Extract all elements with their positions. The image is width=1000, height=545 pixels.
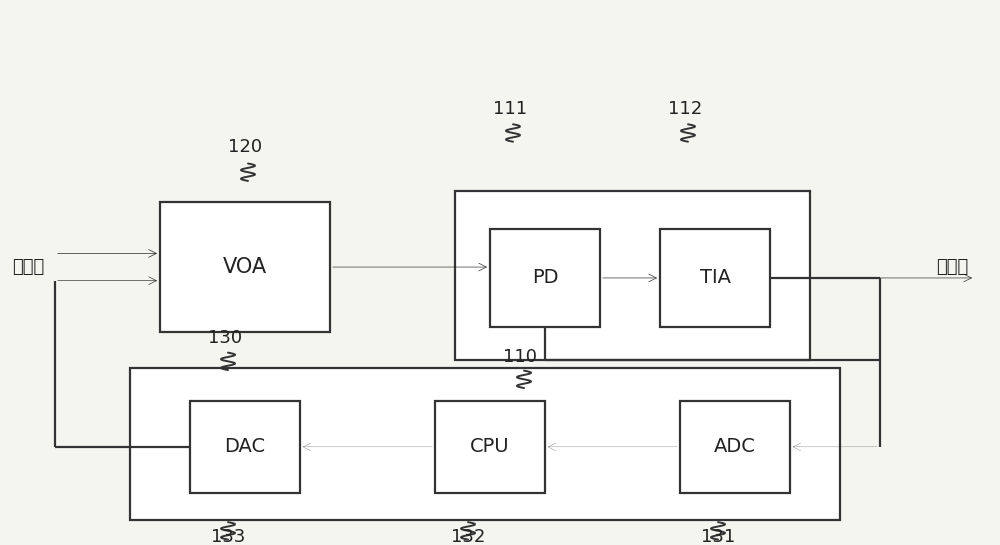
Bar bbox=[490, 229, 600, 327]
Bar bbox=[680, 401, 790, 493]
Text: 132: 132 bbox=[451, 528, 485, 545]
Bar bbox=[190, 401, 300, 493]
Bar bbox=[130, 368, 840, 520]
Text: 112: 112 bbox=[668, 100, 702, 118]
Text: 131: 131 bbox=[701, 528, 735, 545]
Text: 110: 110 bbox=[503, 348, 537, 366]
Text: 111: 111 bbox=[493, 100, 527, 118]
Text: 133: 133 bbox=[211, 528, 245, 545]
Text: TIA: TIA bbox=[700, 269, 731, 287]
Text: 120: 120 bbox=[228, 138, 262, 156]
Text: PD: PD bbox=[532, 269, 558, 287]
Text: 电信号: 电信号 bbox=[936, 258, 968, 276]
Text: DAC: DAC bbox=[224, 438, 266, 456]
Text: CPU: CPU bbox=[470, 438, 510, 456]
Text: ADC: ADC bbox=[714, 438, 756, 456]
Text: VOA: VOA bbox=[223, 257, 267, 277]
Bar bbox=[160, 202, 330, 332]
Text: 光信号: 光信号 bbox=[12, 258, 44, 276]
Text: 130: 130 bbox=[208, 329, 242, 347]
Bar bbox=[455, 191, 810, 360]
Bar bbox=[435, 401, 545, 493]
Bar bbox=[660, 229, 770, 327]
